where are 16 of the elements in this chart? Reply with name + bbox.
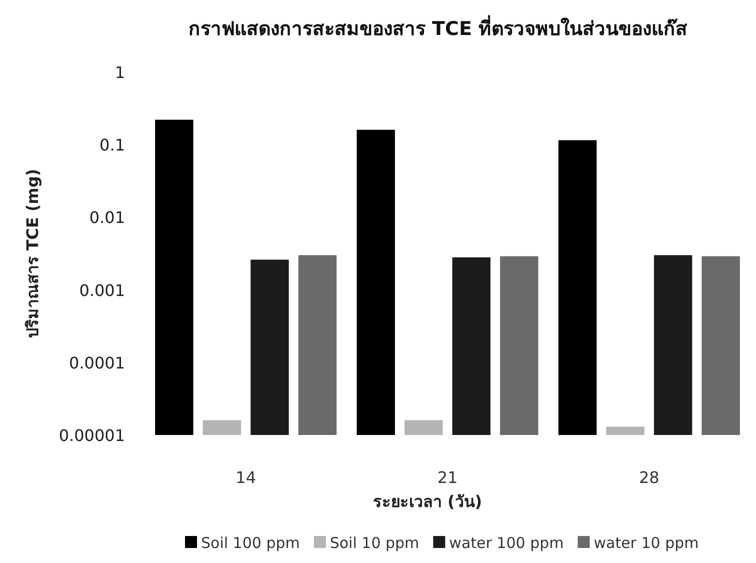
legend-label: Soil 100 ppm — [201, 534, 300, 552]
y-tick-label: 1 — [114, 63, 125, 82]
x-tick-label: 28 — [638, 468, 660, 487]
x-axis-title: ระยะเวลา (วัน) — [372, 492, 482, 511]
y-tick-label: 0.01 — [89, 208, 125, 228]
chart-title: กราฟแสดงการสะสมของสาร TCE ที่ตรวจพบในส่วนของแก๊ส — [188, 15, 688, 40]
x-tick-label: 21 — [437, 468, 458, 487]
y-axis-title: ปริมาณสาร TCE (mg) — [23, 168, 42, 338]
legend-label: water 100 ppm — [449, 534, 564, 552]
legend-label: Soil 10 ppm — [330, 534, 420, 552]
y-tick-label: 0.1 — [100, 136, 125, 155]
y-tick-label: 0.001 — [79, 280, 125, 300]
y-tick-label: 0.0001 — [69, 353, 125, 372]
legend-label: water 10 ppm — [594, 534, 699, 552]
x-tick-label: 14 — [236, 468, 256, 487]
y-tick-label: 0.00001 — [58, 426, 125, 445]
